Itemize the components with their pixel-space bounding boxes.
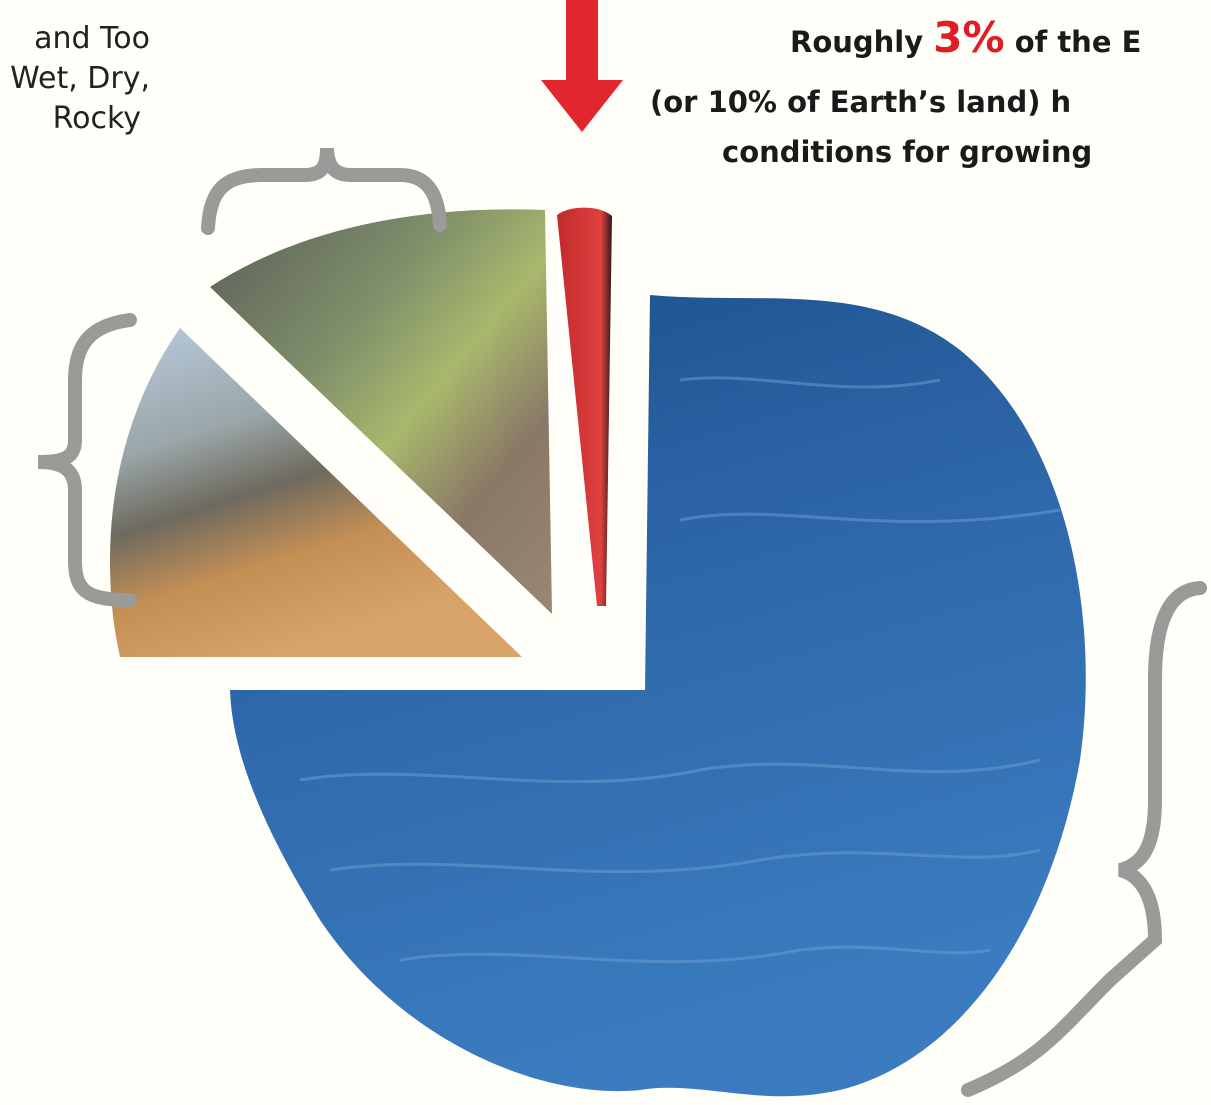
left-label-line: Rocky: [53, 101, 141, 136]
left-label-line: Wet, Dry,: [10, 61, 150, 96]
arrow: [541, 0, 623, 132]
water-slice: [230, 295, 1086, 1097]
text: Roughly: [790, 25, 923, 59]
water-waves: [299, 376, 1061, 964]
right-label-line: Roughly 3% of the E: [790, 13, 1141, 62]
braces: [37, 147, 1207, 1097]
desert-slice: [110, 328, 522, 657]
text: of the E: [1015, 25, 1142, 59]
highlight: 3%: [933, 13, 1004, 62]
left-label-line: and Too: [34, 21, 150, 56]
city-forest-slice: [210, 209, 552, 614]
right-label-line: (or 10% of Earth’s land) h: [650, 85, 1071, 119]
right-label-line: conditions for growing: [722, 135, 1092, 169]
farmland-slice: [557, 207, 612, 606]
